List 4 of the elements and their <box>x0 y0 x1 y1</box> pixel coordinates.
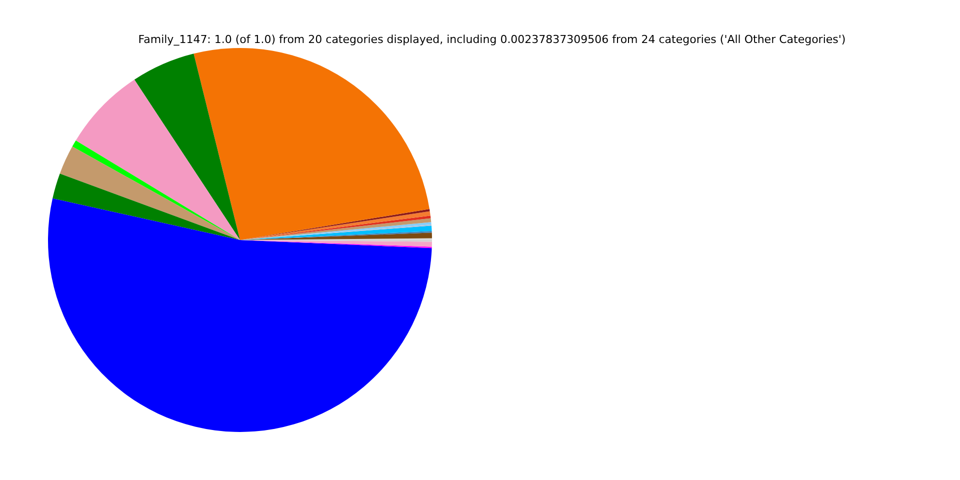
text: Family_1147: 1.0 (of 1.0) from 20 categories displayed, including 0.00237837309506 from 24 categories ('All Other Categories') <box>138 33 846 46</box>
pie-slice <box>194 48 430 240</box>
pie-slice <box>48 198 432 432</box>
pie-slice <box>76 80 240 240</box>
